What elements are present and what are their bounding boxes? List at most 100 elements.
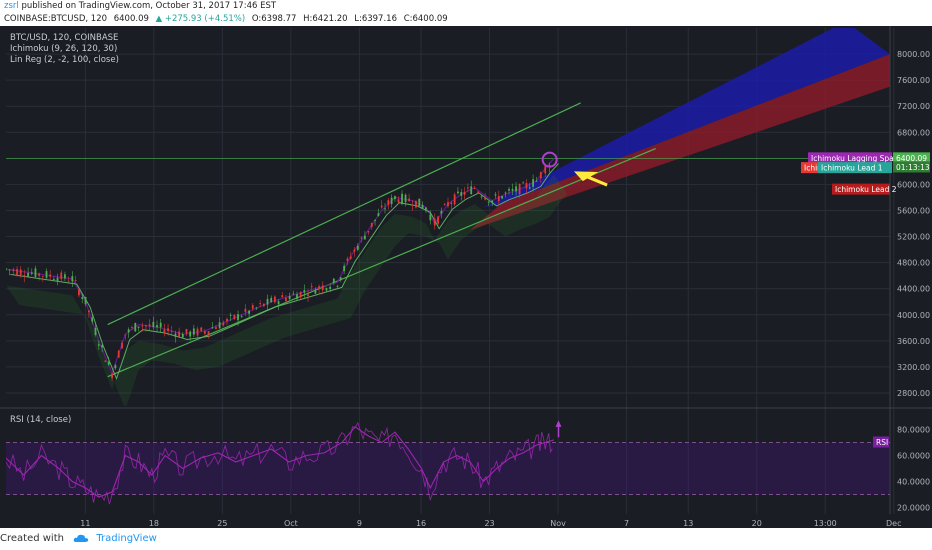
x-tick-label: 16 bbox=[416, 519, 426, 528]
rsi-y-tick-label: 20.0000 bbox=[897, 504, 930, 513]
lead2-tag-text: Ichimoku Lead 2 bbox=[835, 185, 897, 194]
candle-body bbox=[364, 235, 366, 240]
candle-body bbox=[336, 285, 339, 287]
candle-body bbox=[477, 191, 479, 193]
candle-body bbox=[437, 216, 439, 224]
candle-body bbox=[285, 297, 287, 301]
candle-body bbox=[384, 208, 386, 210]
candle-body bbox=[56, 277, 59, 282]
candle-body bbox=[508, 189, 510, 191]
candle-body bbox=[97, 344, 100, 346]
candle-body bbox=[16, 269, 18, 276]
x-tick-label: 13:00 bbox=[814, 519, 837, 528]
candle-body bbox=[367, 231, 370, 233]
x-tick-label: 23 bbox=[484, 519, 494, 528]
candle-body bbox=[131, 327, 133, 328]
candle-body bbox=[52, 279, 55, 280]
y-tick-label: 4400.00 bbox=[897, 285, 930, 294]
candle-body bbox=[484, 197, 487, 200]
candle-body bbox=[370, 222, 373, 228]
lead2-tag-bg bbox=[832, 183, 890, 195]
ichim-short-tag-text: Ichim bbox=[804, 164, 824, 173]
y-tick-label: 3200.00 bbox=[897, 363, 930, 372]
y-tick-label: 6800.00 bbox=[897, 128, 930, 137]
y-tick-label: 3600.00 bbox=[897, 337, 930, 346]
candle-body bbox=[84, 296, 87, 305]
candle-body bbox=[360, 237, 363, 239]
author-link[interactable]: zsrl bbox=[4, 1, 19, 11]
candle-body bbox=[174, 333, 177, 337]
candle-body bbox=[211, 327, 214, 329]
candle-body bbox=[288, 296, 291, 299]
x-tick-label: 13 bbox=[683, 519, 693, 528]
candle-body bbox=[266, 298, 269, 305]
open-value: O:6398.77 bbox=[251, 14, 297, 24]
candle-body bbox=[101, 345, 104, 348]
candle-body bbox=[343, 265, 346, 272]
y-tick-label: 2800.00 bbox=[897, 389, 930, 398]
candle-body bbox=[30, 272, 33, 274]
candle-body bbox=[170, 331, 173, 332]
candle-body bbox=[339, 277, 342, 280]
y-tick-label: 5200.00 bbox=[897, 233, 930, 242]
candle-body bbox=[181, 334, 184, 338]
candle-body bbox=[34, 268, 37, 277]
candle-body bbox=[19, 269, 22, 275]
candle-body bbox=[107, 361, 110, 365]
candle-body bbox=[148, 324, 151, 327]
rsi-up-arrow-head bbox=[555, 420, 562, 427]
chart-area[interactable]: 2800.00 3200.00 3600.00 4000.00 4400.00 4800.… bbox=[0, 26, 932, 528]
cloud-red-band bbox=[470, 54, 890, 231]
highlight-circle bbox=[541, 151, 558, 168]
candle-body bbox=[314, 290, 317, 294]
main-pane bbox=[6, 28, 890, 406]
published-text: published on TradingView.com, October 31… bbox=[21, 1, 277, 11]
candle-body bbox=[255, 307, 258, 309]
candle-body bbox=[12, 269, 15, 272]
rsi-y-tick-label: 80.0000 bbox=[897, 426, 930, 435]
candle-body bbox=[425, 207, 427, 210]
rsi-tag-bg bbox=[873, 436, 889, 448]
candle-body bbox=[111, 373, 113, 379]
candle-body bbox=[404, 194, 407, 203]
candle-body bbox=[152, 321, 155, 328]
candle-body bbox=[196, 328, 199, 336]
candle-body bbox=[497, 196, 500, 202]
candle-body bbox=[321, 285, 324, 291]
x-tick-label: 20 bbox=[752, 519, 762, 528]
candle-body bbox=[134, 323, 137, 332]
lagging-span-tag-text: Ichimoku Lagging Span bbox=[811, 154, 899, 163]
y-tick-label: 7600.00 bbox=[897, 76, 930, 85]
candle-body bbox=[532, 179, 534, 187]
x-tick-label: Nov bbox=[550, 519, 566, 528]
candle-body bbox=[494, 194, 497, 196]
candle-body bbox=[114, 365, 117, 369]
candle-body bbox=[240, 316, 243, 318]
candle-body bbox=[463, 191, 466, 195]
candle-body bbox=[104, 360, 107, 362]
candle-body bbox=[318, 286, 320, 289]
countdown-tag: 01:13:13 bbox=[893, 161, 930, 173]
candle-body bbox=[429, 214, 432, 221]
yellow-arrow-head bbox=[573, 171, 599, 182]
candle-body bbox=[251, 305, 254, 309]
main-legend-item: BTC/USD, 120, COINBASE bbox=[10, 33, 118, 43]
candle-body bbox=[200, 327, 203, 331]
candle-body bbox=[349, 256, 352, 259]
tradingview-brand-link[interactable]: TradingView bbox=[96, 533, 157, 544]
chart-svg[interactable]: 2800.00 3200.00 3600.00 4000.00 4400.00 4800.… bbox=[0, 26, 932, 528]
candle-body bbox=[192, 328, 195, 335]
candle-body bbox=[159, 322, 162, 328]
tradingview-cloud-icon bbox=[73, 534, 89, 542]
candle-body bbox=[447, 202, 449, 207]
y-tick-label: 6000.00 bbox=[897, 180, 930, 189]
candle-body bbox=[450, 202, 453, 205]
candle-body bbox=[41, 276, 44, 277]
candle-body bbox=[137, 326, 140, 328]
candle-body bbox=[124, 334, 127, 336]
last-price-tag: 6400.09 bbox=[893, 152, 930, 164]
candle-body bbox=[141, 325, 144, 327]
candle-body bbox=[415, 200, 417, 208]
candle-body bbox=[167, 328, 169, 332]
candle-body bbox=[303, 290, 306, 293]
